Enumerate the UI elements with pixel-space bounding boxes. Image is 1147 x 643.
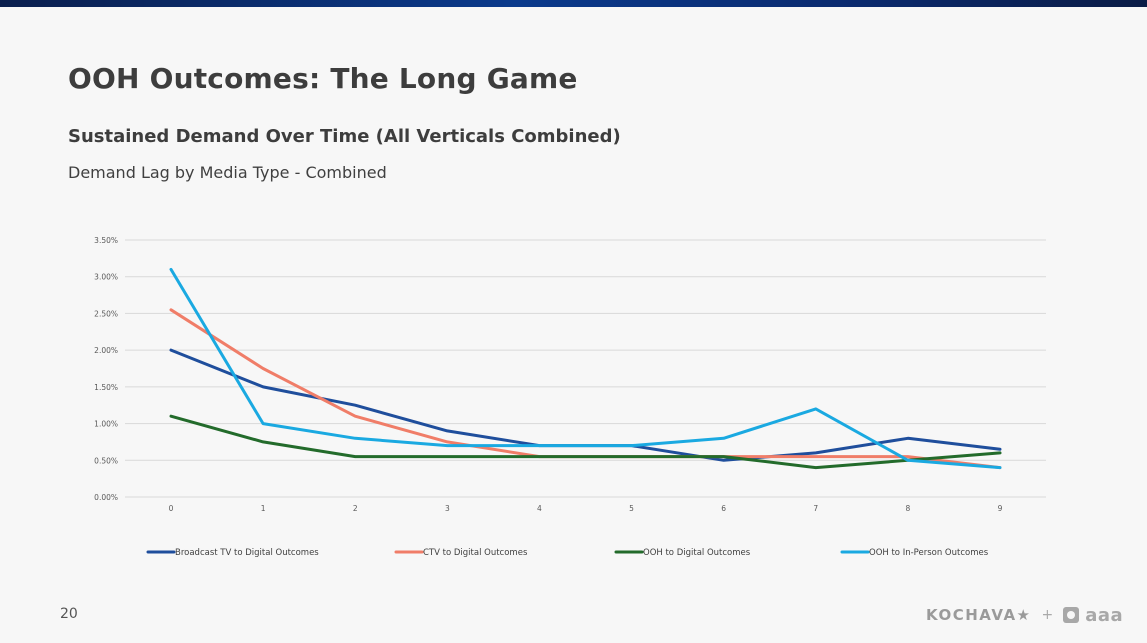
x-tick-label: 1 <box>261 504 266 513</box>
footer-logos: KOCHAVA★ + aaa <box>926 604 1123 626</box>
legend-label: Broadcast TV to Digital Outcomes <box>175 548 319 558</box>
y-tick-label: 0.50% <box>94 456 118 465</box>
x-tick-label: 0 <box>169 504 174 513</box>
x-axis-ticks: 0 1 2 3 4 5 6 7 8 9 <box>169 504 1003 513</box>
x-tick-label: 9 <box>998 504 1003 513</box>
x-tick-label: 2 <box>353 504 358 513</box>
slide-subtitle: Sustained Demand Over Time (All Vertical… <box>68 126 621 147</box>
y-tick-label: 3.50% <box>94 236 118 245</box>
y-tick-label: 2.50% <box>94 309 118 318</box>
kochava-logo: KOCHAVA★ <box>926 606 1032 624</box>
y-tick-label: 2.00% <box>94 346 118 355</box>
x-tick-label: 3 <box>445 504 450 513</box>
legend-label: OOH to Digital Outcomes <box>643 548 751 558</box>
x-tick-label: 5 <box>629 504 634 513</box>
x-tick-label: 7 <box>813 504 818 513</box>
y-tick-label: 3.00% <box>94 273 118 282</box>
series-line-2 <box>169 414 1002 470</box>
page-number: 20 <box>60 606 78 622</box>
logo-plus-sign: + <box>1041 607 1054 623</box>
chart-series <box>169 267 1002 470</box>
x-tick-label: 6 <box>721 504 726 513</box>
top-accent-bar <box>0 0 1147 7</box>
oaaa-logo: aaa <box>1085 604 1124 626</box>
y-tick-label: 1.00% <box>94 420 118 429</box>
legend-label: CTV to Digital Outcomes <box>423 548 528 558</box>
oaaa-logo-icon <box>1063 607 1080 623</box>
series-line-3 <box>169 267 1002 470</box>
y-axis-ticks: 0.00% 0.50% 1.00% 1.50% 2.00% 2.50% 3.00% 3.50% <box>94 236 118 502</box>
slide-title: OOH Outcomes: The Long Game <box>68 62 578 95</box>
x-tick-label: 8 <box>905 504 910 513</box>
chart-legend: Broadcast TV to Digital Outcomes CTV to D… <box>146 548 989 558</box>
y-tick-label: 1.50% <box>94 383 118 392</box>
x-tick-label: 4 <box>537 504 542 513</box>
chart-caption: Demand Lag by Media Type - Combined <box>68 163 387 182</box>
y-tick-label: 0.00% <box>94 493 118 502</box>
legend-label: OOH to In-Person Outcomes <box>869 548 989 558</box>
